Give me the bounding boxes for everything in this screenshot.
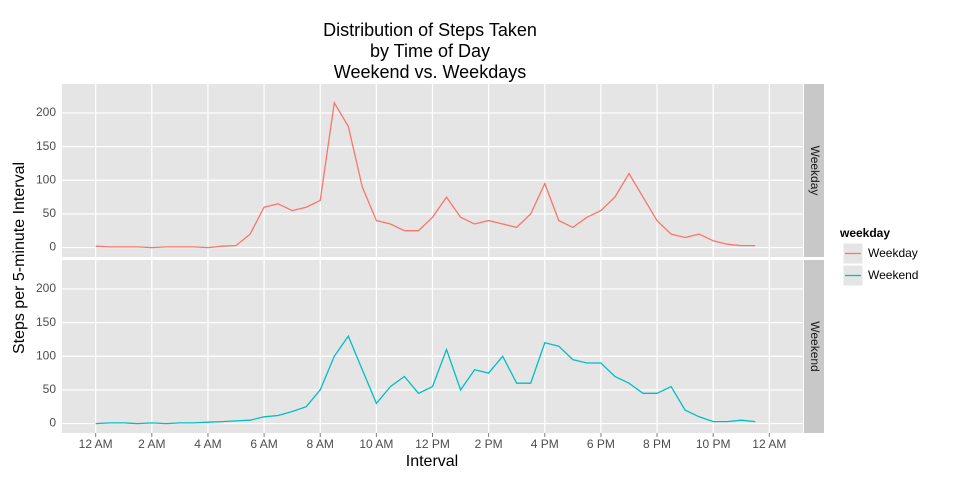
y-tick-label: 150 <box>36 315 56 329</box>
chart-title: Distribution of Steps Taken <box>323 20 537 40</box>
legend-label: Weekday <box>868 246 918 260</box>
x-tick-label: 10 AM <box>359 437 393 451</box>
y-tick-label: 0 <box>49 416 56 430</box>
facet-strip <box>804 84 824 257</box>
y-tick-label: 0 <box>49 240 56 254</box>
y-tick-label: 200 <box>36 105 56 119</box>
y-tick-label: 150 <box>36 139 56 153</box>
y-tick-label: 100 <box>36 348 56 362</box>
x-tick-label: 6 PM <box>587 437 615 451</box>
facet-label: Weekday <box>808 146 822 196</box>
x-tick-label: 10 PM <box>696 437 731 451</box>
x-tick-label: 12 PM <box>415 437 450 451</box>
x-tick-label: 8 AM <box>307 437 334 451</box>
y-tick-label: 100 <box>36 172 56 186</box>
x-tick-label: 2 PM <box>475 437 503 451</box>
legend-label: Weekend <box>868 268 918 282</box>
y-axis-label: Steps per 5-minute Interval <box>11 162 28 354</box>
y-tick-label: 200 <box>36 281 56 295</box>
data-line <box>95 334 756 425</box>
facet-strip <box>804 260 824 433</box>
x-tick-label: 4 AM <box>194 437 221 451</box>
chart-title: by Time of Day <box>370 41 490 61</box>
y-tick-label: 50 <box>43 382 57 396</box>
x-axis-label: Interval <box>406 453 458 470</box>
x-tick-label: 4 PM <box>531 437 559 451</box>
chart-title: Weekend vs. Weekdays <box>334 62 526 82</box>
facet-label: Weekend <box>808 321 822 371</box>
data-line <box>95 100 756 249</box>
legend-title: weekday <box>839 226 890 240</box>
y-tick-label: 50 <box>43 206 57 220</box>
x-tick-label: 8 PM <box>643 437 671 451</box>
x-tick-label: 6 AM <box>250 437 277 451</box>
x-tick-label: 12 AM <box>752 437 786 451</box>
x-tick-label: 12 AM <box>79 437 113 451</box>
x-tick-label: 2 AM <box>138 437 165 451</box>
